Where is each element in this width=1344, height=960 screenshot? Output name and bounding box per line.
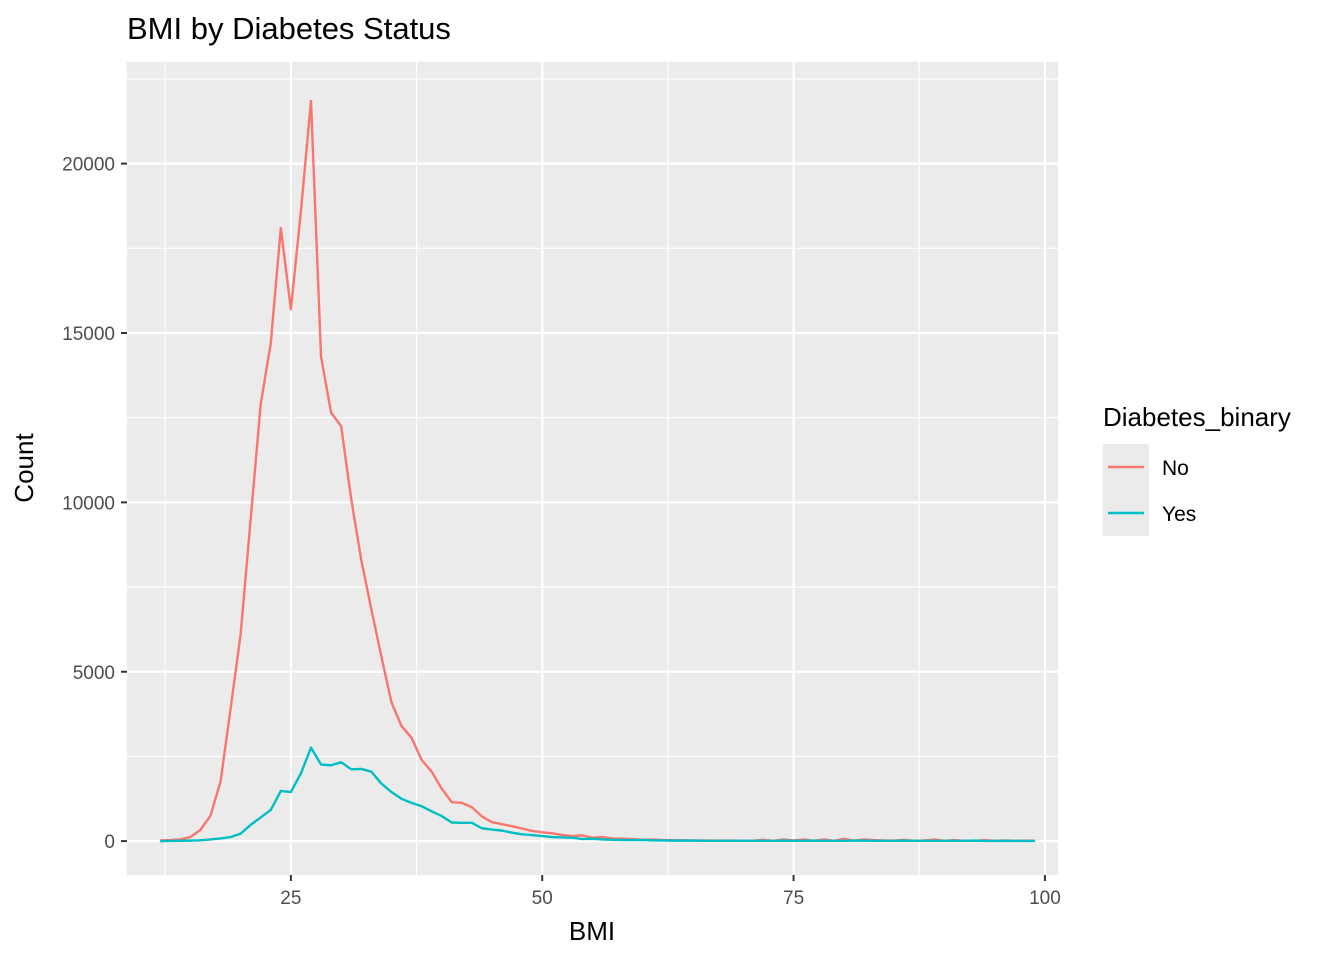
y-tick-label: 0 xyxy=(104,832,115,853)
plot-panel xyxy=(127,62,1058,875)
x-tick-label: 25 xyxy=(280,888,301,909)
legend-label-no: No xyxy=(1162,457,1189,480)
y-axis-title: Count xyxy=(9,433,39,503)
y-tick-label: 10000 xyxy=(62,493,115,514)
x-axis-ticks: 25 50 75 100 xyxy=(280,875,1061,909)
chart-title: BMI by Diabetes Status xyxy=(127,11,451,46)
y-tick-label: 15000 xyxy=(62,324,115,345)
series-lines xyxy=(160,99,1035,843)
legend: Diabetes_binary No Yes xyxy=(1103,402,1291,536)
y-axis-ticks: 0 5000 10000 15000 20000 xyxy=(62,155,127,853)
x-tick-label: 50 xyxy=(532,888,553,909)
legend-title: Diabetes_binary xyxy=(1103,402,1291,432)
legend-label-yes: Yes xyxy=(1162,503,1196,526)
x-tick-label: 100 xyxy=(1029,888,1061,909)
series-line-yes xyxy=(160,746,1035,843)
y-tick-label: 20000 xyxy=(62,155,115,176)
x-axis-title: BMI xyxy=(569,916,615,946)
x-tick-label: 75 xyxy=(783,888,804,909)
y-tick-label: 5000 xyxy=(73,663,115,684)
